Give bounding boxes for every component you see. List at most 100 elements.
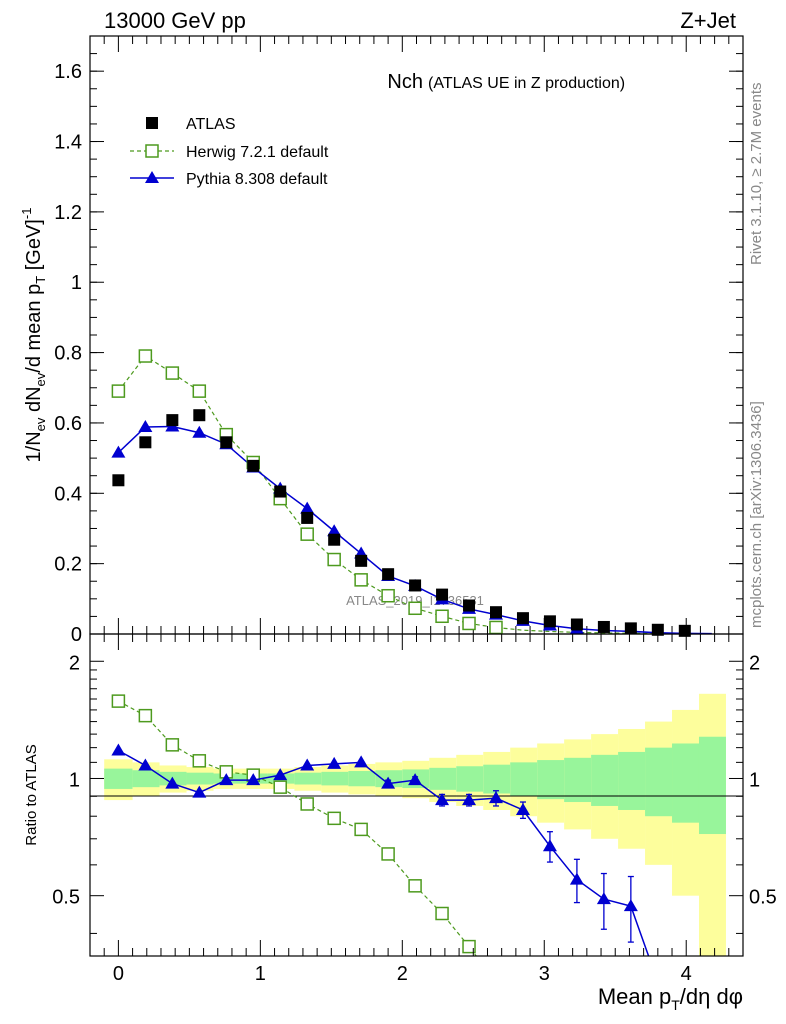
atlas-point	[516, 612, 529, 625]
herwig-point	[327, 552, 341, 567]
atlas-point	[166, 414, 179, 427]
rivet-label: Rivet 3.1.10, ≥ 2.7M events	[748, 83, 765, 266]
ratio-band-green	[104, 768, 133, 789]
atlas-point	[570, 618, 583, 631]
ratio-band-green	[645, 747, 673, 817]
atlas-point	[624, 622, 637, 635]
pythia-ratio-point	[354, 755, 369, 768]
pythia-ratio-point	[408, 773, 423, 786]
atlas-point	[328, 533, 341, 546]
top-y-axis-label: 1/Nev dNev/d mean pT [GeV]-1	[19, 208, 48, 463]
pythia-point	[300, 501, 315, 514]
ratio-band-green	[510, 762, 538, 797]
atlas-point	[274, 485, 287, 498]
chart-title-main: Nch	[387, 71, 423, 93]
x-tick-label: 1	[255, 963, 266, 985]
atlas-point	[247, 459, 260, 472]
ratio-band-green	[321, 771, 349, 786]
header-right: Z+Jet	[680, 8, 736, 33]
pythia-ratio-point	[327, 756, 342, 769]
ratio-band-green	[456, 766, 484, 792]
bottom-y-tick-label-right: 1	[749, 769, 760, 791]
atlas-point	[543, 615, 556, 628]
pythia-point	[327, 524, 342, 537]
legend: ATLAS Herwig 7.2.1 default Pythia 8.308 …	[130, 116, 329, 188]
bottom-axis-ticks	[89, 634, 744, 956]
herwig-point	[435, 609, 449, 624]
ratio-band-green	[132, 770, 160, 788]
x-tick-label: 2	[397, 963, 408, 985]
top-y-tick-label: 1.4	[54, 132, 82, 154]
bottom-y-tick-label: 2	[69, 652, 80, 674]
top-series	[111, 349, 712, 637]
ratio-band-green	[294, 772, 322, 785]
herwig-point	[354, 573, 368, 587]
top-axis-ticks	[89, 36, 744, 635]
ratio-band-green	[564, 757, 592, 803]
atlas-point	[436, 588, 449, 601]
atlas-point	[220, 436, 233, 449]
atlas-point	[597, 620, 610, 633]
top-y-tick-label: 1	[71, 272, 82, 294]
herwig-point	[192, 384, 207, 398]
bottom-y-tick-labels: 0.5 0.5 1 1 2 2	[52, 652, 777, 908]
pythia-ratio-point	[138, 758, 153, 771]
pythia-ratio-point	[273, 768, 288, 781]
herwig-ratio-point	[300, 797, 314, 811]
ratio-band-green	[618, 751, 646, 810]
legend-herwig-marker	[145, 144, 159, 158]
ratio-band-green	[348, 771, 376, 787]
herwig-point	[138, 349, 153, 363]
bottom-y-tick-label: 1	[69, 769, 80, 791]
legend-atlas-marker	[146, 117, 158, 129]
top-panel: 0 0.2 0.4 0.6 0.8 1 1.2 1.4 1.6 Nch (ATLAS UE in…	[54, 35, 744, 646]
chart-title-sub: (ATLAS UE in Z production)	[428, 75, 625, 92]
x-axis-label: Mean pT/dη dφ	[598, 984, 743, 1013]
x-tick-label: 3	[539, 963, 550, 985]
atlas-point	[301, 511, 314, 524]
ratio-band-green	[186, 772, 214, 785]
bottom-y-tick-label: 0.5	[52, 887, 80, 909]
herwig-ratio-point	[381, 847, 395, 861]
header-left: 13000 GeV pp	[104, 8, 246, 33]
herwig-point	[408, 601, 422, 616]
herwig-point	[300, 527, 314, 541]
pythia-ratio-point	[623, 899, 638, 912]
top-y-tick-label: 0.2	[54, 554, 82, 576]
pythia-ratio-point	[165, 776, 180, 789]
pythia-ratio-point	[515, 802, 530, 815]
pythia-ratio-point	[381, 776, 396, 789]
pythia-ratio-point	[462, 793, 477, 806]
pythia-ratio-point	[488, 791, 503, 804]
top-y-tick-label: 0.4	[54, 483, 82, 505]
herwig-ratio-point	[138, 708, 153, 723]
herwig-ratio-point	[354, 822, 368, 837]
bottom-series	[111, 694, 650, 957]
herwig-ratio-point	[435, 906, 449, 921]
atlas-point	[139, 436, 152, 449]
watermark: ATLAS_2019_I1736531	[346, 593, 484, 608]
pythia-ratio-point	[192, 785, 207, 798]
ratio-band-green	[483, 764, 511, 794]
atlas-point	[382, 568, 395, 581]
herwig-ratio-point	[111, 694, 126, 708]
pythia-ratio-point	[542, 839, 557, 852]
pythia-point	[192, 425, 207, 438]
bottom-y-tick-label-right: 0.5	[749, 887, 777, 909]
ratio-band-green	[672, 743, 699, 823]
ratio-band-green	[591, 754, 619, 806]
pythia-ratio-point	[300, 758, 315, 771]
pythia-point	[138, 419, 153, 432]
top-y-tick-label: 0.8	[54, 343, 82, 365]
atlas-point	[409, 579, 422, 592]
atlas-point	[651, 623, 664, 636]
pythia-ratio-point	[596, 892, 611, 905]
bottom-y-axis-label: Ratio to ATLAS	[23, 744, 40, 845]
herwig-ratio-point	[327, 811, 341, 826]
herwig-ratio-point	[408, 879, 422, 893]
herwig-ratio-point	[165, 738, 180, 752]
herwig-point	[381, 588, 395, 603]
pythia-ratio-point	[435, 793, 450, 806]
ratio-band-green	[429, 767, 457, 790]
pythia-ratio-point	[219, 773, 234, 786]
